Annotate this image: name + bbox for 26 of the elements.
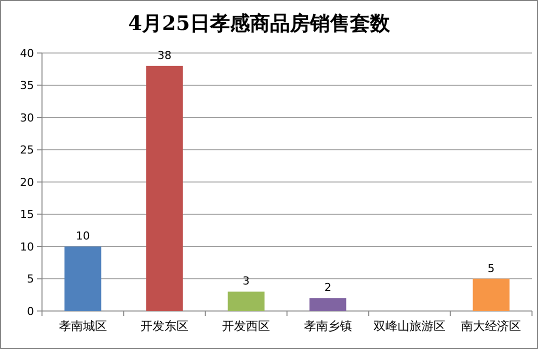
x-tick-label: 孝南城区 (58, 319, 107, 333)
bar (64, 246, 102, 311)
data-label: 5 (488, 262, 495, 275)
x-tick-label: 孝南乡镇 (304, 319, 352, 333)
y-tick-label: 40 (20, 46, 34, 60)
y-tick-label: 5 (27, 272, 34, 286)
data-label: 38 (158, 48, 172, 62)
y-tick-label: 10 (20, 240, 34, 254)
y-tick-label: 20 (20, 176, 34, 189)
bar (228, 292, 265, 311)
y-tick-label: 25 (20, 144, 34, 157)
y-tick-label: 0 (27, 304, 34, 318)
data-label: 10 (76, 230, 90, 242)
bar (309, 298, 346, 311)
chart-title: 4月25日孝感商品房销售套数 (128, 11, 391, 35)
y-tick-label: 30 (20, 111, 34, 124)
y-tick-label: 15 (20, 208, 34, 222)
bar (472, 278, 510, 311)
x-tick-label: 开发西区 (222, 319, 270, 333)
bar (146, 66, 183, 311)
data-label: 2 (324, 281, 332, 294)
data-label: 3 (242, 274, 250, 288)
y-tick-label: 35 (20, 79, 34, 92)
x-tick-label: 开发东区 (140, 319, 188, 333)
x-tick-label: 南大经济区 (461, 319, 522, 333)
x-tick-label: 双峰山旅游区 (374, 319, 446, 333)
